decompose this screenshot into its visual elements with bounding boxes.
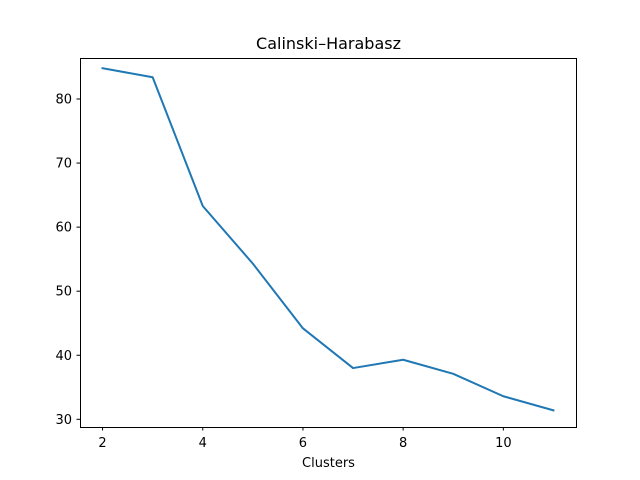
y-tick-label: 30 xyxy=(55,413,72,428)
plot-area xyxy=(80,58,577,428)
x-tick-label: 2 xyxy=(98,436,106,451)
chart-title: Calinski–Harabasz xyxy=(256,34,401,53)
x-tick-label: 10 xyxy=(495,436,512,451)
y-tick-label: 40 xyxy=(55,349,72,364)
y-tick-label: 80 xyxy=(55,93,72,108)
x-tick-label: 6 xyxy=(299,436,307,451)
series-layer xyxy=(101,67,555,412)
y-tick-label: 60 xyxy=(55,221,72,236)
x-tick-label: 8 xyxy=(399,436,407,451)
x-axis: 2 4 6 8 10 xyxy=(98,427,512,451)
series-line xyxy=(101,67,555,412)
x-axis-label: Clusters xyxy=(302,456,355,471)
x-tick-label: 4 xyxy=(199,436,207,451)
y-tick-label: 50 xyxy=(55,285,72,300)
y-tick-label: 70 xyxy=(55,157,72,172)
y-axis: 30 40 50 60 70 80 xyxy=(55,93,80,428)
